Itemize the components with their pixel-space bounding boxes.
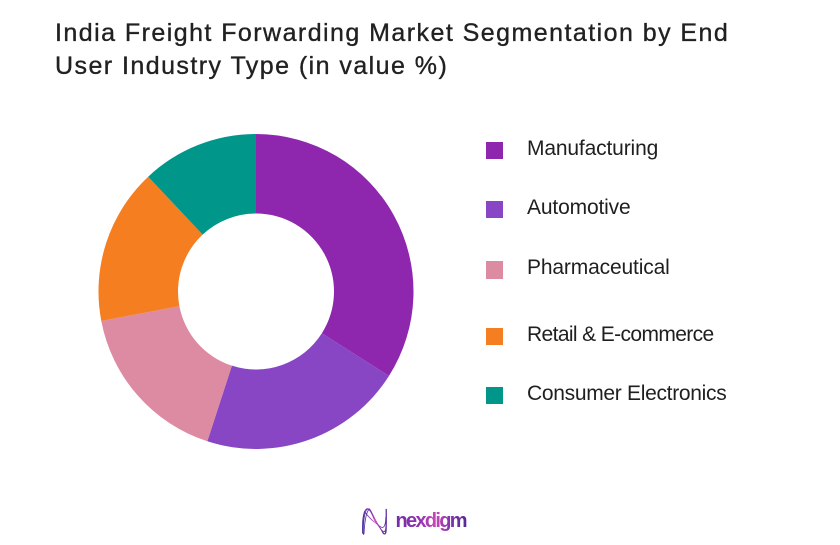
- svg-text:nexdigm: nexdigm: [396, 510, 467, 532]
